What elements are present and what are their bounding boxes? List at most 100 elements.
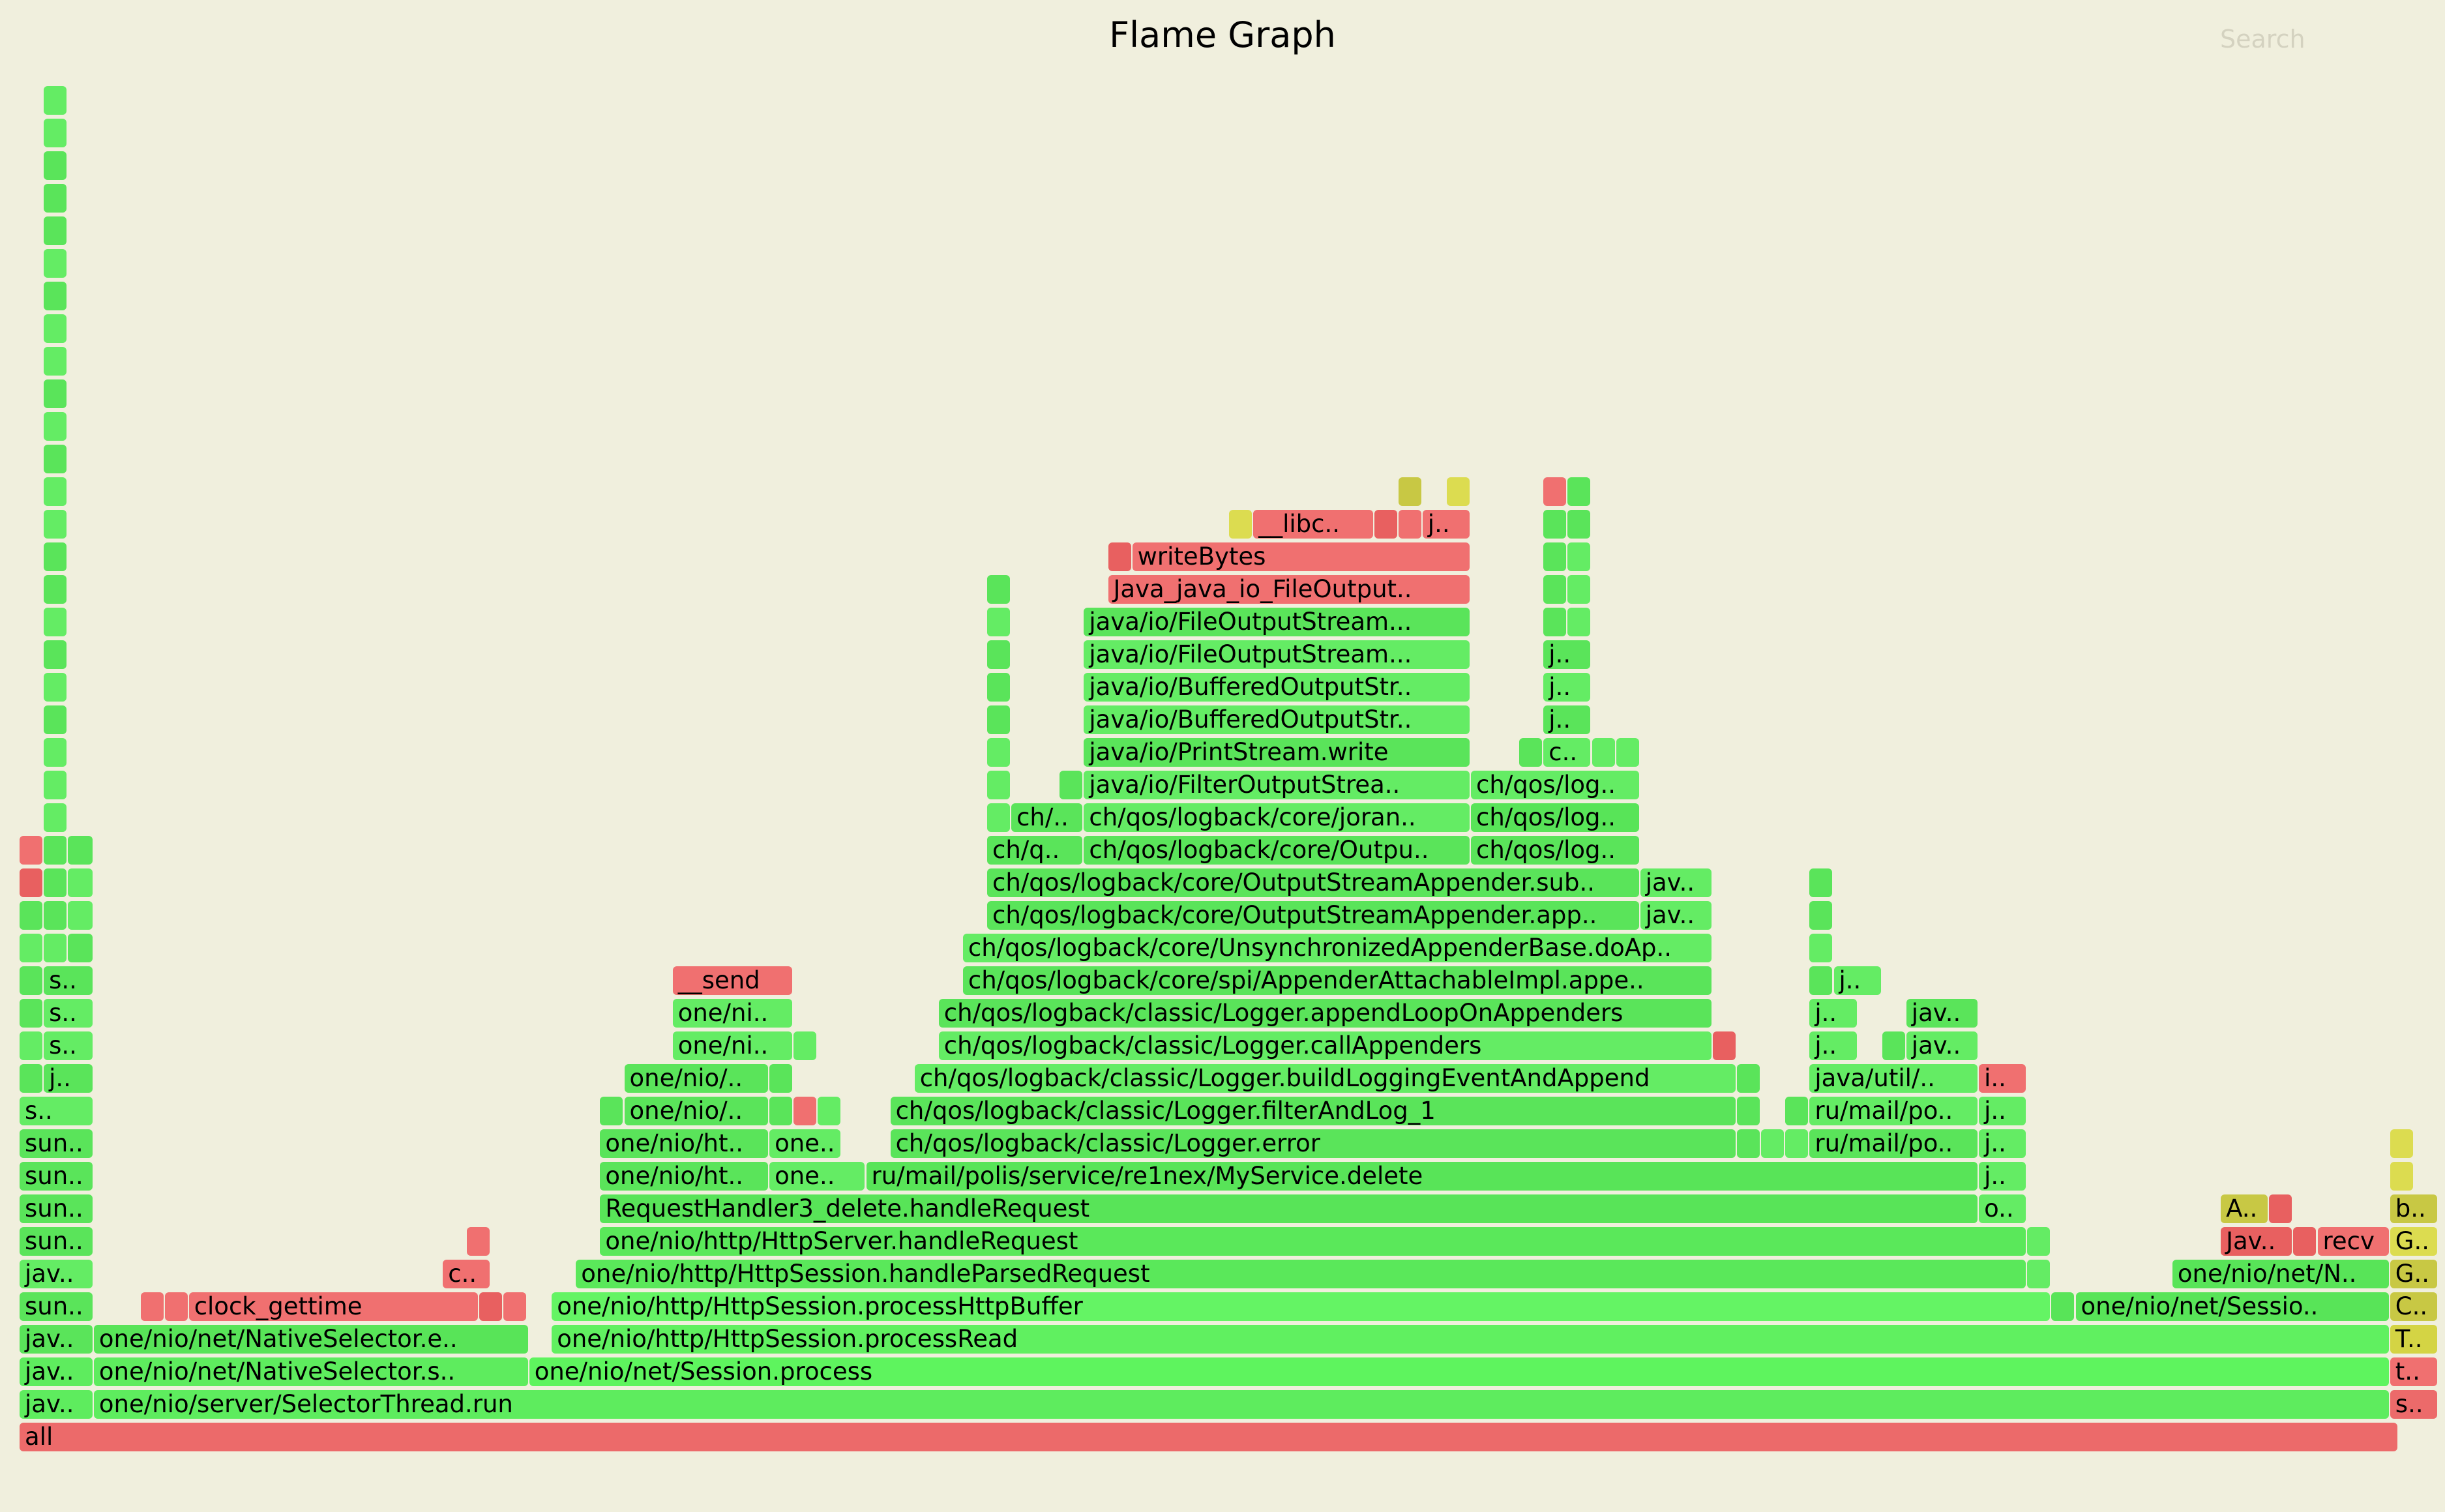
stack-frame[interactable] [44,673,67,702]
stack-frame[interactable]: ch/qos/logback/core/UnsynchronizedAppend… [962,934,1712,962]
stack-frame[interactable] [44,412,67,441]
stack-frame[interactable] [987,640,1011,669]
stack-frame[interactable]: j.. [1979,1097,2026,1125]
stack-frame[interactable]: ch/q.. [987,836,1083,865]
stack-frame[interactable]: Java_java_io_FileOutput.. [1108,575,1470,604]
stack-frame[interactable] [44,86,67,115]
stack-frame[interactable]: all [20,1423,2397,1451]
stack-frame[interactable]: one/nio/http/HttpSession.processRead [552,1325,2389,1354]
stack-frame[interactable] [987,608,1011,636]
stack-frame[interactable]: sun.. [20,1194,93,1223]
stack-frame[interactable]: one/ni.. [672,1031,793,1060]
stack-frame[interactable]: one/nio/http/HttpSession.processHttpBuff… [552,1292,2051,1321]
stack-frame[interactable] [44,151,67,180]
stack-frame[interactable]: j.. [1979,1162,2026,1191]
stack-frame[interactable]: clock_gettime [188,1292,478,1321]
stack-frame[interactable]: j.. [1543,705,1591,734]
stack-frame[interactable] [1567,510,1591,539]
stack-frame[interactable] [20,1064,43,1093]
stack-frame[interactable] [503,1292,527,1321]
stack-frame[interactable] [44,477,67,506]
stack-frame[interactable] [1108,542,1131,571]
stack-frame[interactable]: one/nio/http/HttpServer.handleRequest [600,1227,2026,1256]
stack-frame[interactable] [44,934,67,962]
stack-frame[interactable] [1543,575,1567,604]
stack-frame[interactable] [1785,1129,1809,1158]
stack-frame[interactable] [68,836,93,865]
stack-frame[interactable]: ch/qos/logback/core/Outpu.. [1084,836,1470,865]
stack-frame[interactable] [140,1292,164,1321]
stack-frame[interactable] [44,510,67,539]
stack-frame[interactable] [20,1031,43,1060]
stack-frame[interactable]: jav.. [20,1390,93,1419]
stack-frame[interactable]: ch/qos/logback/core/joran.. [1084,803,1470,832]
stack-frame[interactable]: java/io/FileOutputStream... [1084,640,1470,669]
stack-frame[interactable]: s.. [44,999,93,1028]
stack-frame[interactable]: ch/qos/logback/classic/Logger.buildLoggi… [914,1064,1736,1093]
stack-frame[interactable]: ch/qos/logback/core/spi/AppenderAttachab… [962,966,1712,995]
stack-frame[interactable] [44,901,67,930]
stack-frame[interactable]: jav.. [20,1325,93,1354]
search-button[interactable]: Search [2220,25,2305,53]
stack-frame[interactable]: jav.. [1906,999,1978,1028]
stack-frame[interactable]: one/nio/net/N.. [2172,1260,2389,1288]
stack-frame[interactable] [987,771,1011,799]
stack-frame[interactable]: one.. [769,1129,841,1158]
stack-frame[interactable] [44,379,67,408]
stack-frame[interactable]: C.. [2390,1292,2437,1321]
stack-frame[interactable]: one.. [769,1162,865,1191]
stack-frame[interactable] [1543,477,1567,506]
stack-frame[interactable] [20,868,43,897]
stack-frame[interactable]: sun.. [20,1162,93,1191]
stack-frame[interactable] [987,575,1011,604]
stack-frame[interactable]: T.. [2390,1325,2437,1354]
stack-frame[interactable]: ch/qos/logback/core/OutputStreamAppender… [987,868,1639,897]
stack-frame[interactable]: one/nio/ht.. [600,1129,769,1158]
stack-frame[interactable]: sun.. [20,1129,93,1158]
stack-frame[interactable]: ch/qos/logback/classic/Logger.error [890,1129,1736,1158]
stack-frame[interactable]: ch/qos/logback/core/OutputStreamAppender… [987,901,1639,930]
stack-frame[interactable] [44,314,67,343]
stack-frame[interactable]: j.. [1833,966,1881,995]
stack-frame[interactable]: Jav.. [2221,1227,2292,1256]
stack-frame[interactable]: j.. [1543,640,1591,669]
stack-frame[interactable]: ch/qos/log.. [1471,771,1639,799]
stack-frame[interactable]: j.. [1809,999,1857,1028]
stack-frame[interactable]: one/nio/.. [624,1064,769,1093]
stack-frame[interactable]: jav.. [20,1260,93,1288]
stack-frame[interactable] [987,803,1011,832]
stack-frame[interactable] [44,705,67,734]
stack-frame[interactable] [1374,510,1397,539]
stack-frame[interactable] [1737,1064,1760,1093]
stack-frame[interactable] [44,249,67,278]
stack-frame[interactable] [44,119,67,147]
stack-frame[interactable]: j.. [1543,673,1591,702]
stack-frame[interactable]: jav.. [1906,1031,1978,1060]
stack-frame[interactable]: s.. [2390,1390,2437,1419]
stack-frame[interactable]: one/nio/ht.. [600,1162,769,1191]
stack-frame[interactable] [20,934,43,962]
stack-frame[interactable]: ch/qos/log.. [1471,836,1639,865]
stack-frame[interactable]: java/io/FileOutputStream... [1084,608,1470,636]
stack-frame[interactable] [44,445,67,473]
stack-frame[interactable] [793,1031,817,1060]
stack-frame[interactable] [20,966,43,995]
stack-frame[interactable] [20,836,43,865]
stack-frame[interactable]: i.. [1979,1064,2026,1093]
stack-frame[interactable]: recv [2317,1227,2389,1256]
stack-frame[interactable]: c.. [443,1260,490,1288]
stack-frame[interactable] [68,868,93,897]
stack-frame[interactable] [1809,966,1833,995]
stack-frame[interactable] [1446,477,1470,506]
stack-frame[interactable] [1567,575,1591,604]
stack-frame[interactable] [2390,1129,2413,1158]
stack-frame[interactable] [600,1097,623,1125]
stack-frame[interactable]: sun.. [20,1227,93,1256]
stack-frame[interactable]: s.. [44,1031,93,1060]
stack-frame[interactable]: java/io/BufferedOutputStr.. [1084,673,1470,702]
stack-frame[interactable] [479,1292,502,1321]
stack-frame[interactable]: java/util/.. [1809,1064,1978,1093]
stack-frame[interactable]: t.. [2390,1357,2437,1386]
stack-frame[interactable]: ch/qos/log.. [1471,803,1639,832]
stack-frame[interactable] [1543,608,1567,636]
